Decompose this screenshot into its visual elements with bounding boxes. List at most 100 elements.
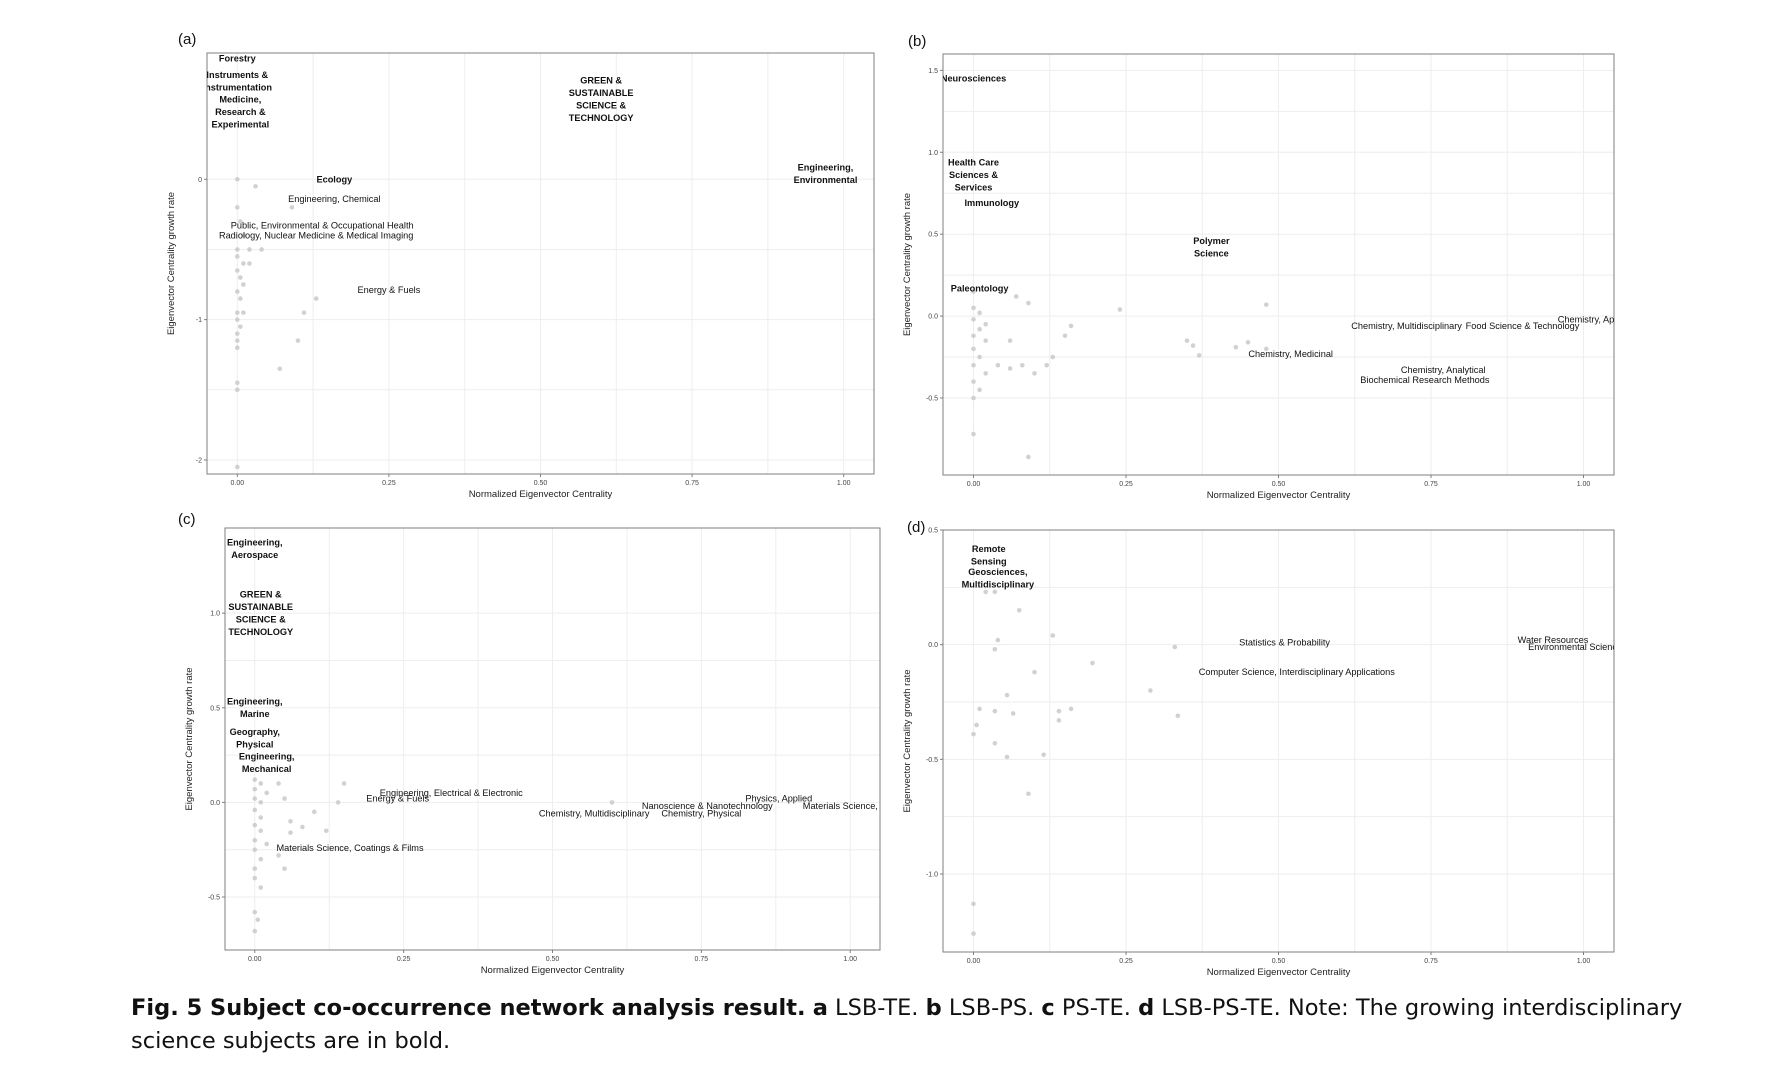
data-point [971, 305, 976, 311]
data-label: Nanoscience & Nanotechnology [642, 801, 773, 811]
data-point [1007, 338, 1013, 343]
data-label: Public, Environmental & Occupational Hea… [231, 221, 414, 231]
caption-a-letter: a [812, 995, 828, 1021]
data-point [1184, 338, 1190, 343]
data-point [971, 333, 976, 339]
data-label: Immunology [964, 198, 1020, 208]
data-label: Polymer Science [1193, 236, 1230, 259]
data-point [238, 219, 243, 224]
data-point [1245, 340, 1251, 345]
data-point [235, 345, 240, 351]
x-tick-label: 0.00 [967, 958, 981, 965]
panel-letter: (d) [907, 519, 925, 536]
data-label: Water Resources [1518, 635, 1589, 645]
y-axis-title: Eigenvector Centrality growth rate [166, 192, 177, 335]
data-point [992, 646, 998, 652]
data-label: Food Science & Technology [1466, 321, 1580, 331]
data-point [992, 740, 998, 746]
data-point [971, 731, 976, 737]
data-label: Radiology, Nuclear Medicine & Medical Im… [219, 230, 413, 240]
data-point [235, 380, 240, 386]
x-tick-label: 1.00 [1577, 958, 1591, 965]
x-tick-label: 0.25 [1119, 958, 1133, 965]
data-point [235, 464, 240, 470]
data-point [977, 354, 982, 360]
data-point [235, 338, 240, 343]
y-tick-label: -1 [196, 317, 202, 324]
data-point [313, 296, 319, 301]
data-label: Engineering, Mechanical [239, 751, 295, 774]
data-point [1004, 754, 1010, 760]
data-label: Remote Sensing [971, 544, 1007, 567]
data-point [1062, 333, 1068, 339]
data-point [323, 828, 329, 834]
data-point [983, 338, 988, 343]
y-tick-label: -0.5 [926, 757, 938, 764]
x-tick-label: 0.50 [1272, 958, 1286, 965]
data-point [974, 722, 979, 728]
data-point [1032, 371, 1037, 376]
data-point [1068, 706, 1074, 712]
panel-d-chart: (d) 0.00 0.25 0.50 0.75 1.00 -1.0 -0.5 0.0 0.5 Nor… [902, 519, 1627, 978]
data-label: Engineering, Environmental [794, 162, 858, 185]
data-label: Engineering, Electrical & Electronic [380, 788, 523, 798]
y-tick-label: -1.0 [926, 872, 938, 879]
data-label: Biochemical Research Methods [1360, 375, 1490, 385]
x-axis-title: Normalized Eigenvector Centrality [1207, 490, 1351, 501]
caption-d-text: LSB-PS-TE. Note: The growing interdiscip… [131, 995, 1683, 1054]
data-label: Chemistry, Multidisciplinary [539, 809, 650, 819]
data-point [983, 589, 988, 595]
caption-a-text: LSB-TE. [835, 995, 919, 1021]
y-tick-label: 0.5 [928, 232, 938, 239]
y-tick-label: 0.5 [928, 528, 938, 535]
data-point [1090, 660, 1095, 666]
data-label: Energy & Fuels [366, 794, 429, 804]
y-axis-title: Eigenvector Centrality growth rate [184, 667, 195, 810]
panel-letter: (b) [908, 33, 926, 50]
data-point [1117, 307, 1123, 312]
data-point [258, 781, 264, 786]
data-point [235, 310, 240, 315]
y-tick-label: 0.0 [928, 642, 938, 649]
data-point [252, 866, 258, 871]
x-axis-title: Normalized Eigenvector Centrality [469, 489, 613, 500]
data-point [235, 289, 240, 294]
data-point [971, 346, 976, 352]
data-point [992, 708, 998, 714]
data-point [252, 796, 258, 801]
data-point [977, 387, 982, 393]
data-point [312, 809, 317, 815]
data-label: Engineering, Marine [227, 697, 283, 720]
data-point [276, 781, 281, 786]
y-tick-label: 1.5 [928, 68, 938, 75]
data-label: Paleontology [951, 283, 1010, 293]
panel-c-chart: (c) 0.00 0.25 0.50 0.75 1.00 -0.5 0.0 0.5 1.0 Norm… [178, 511, 893, 976]
y-tick-label: 1.0 [210, 611, 220, 618]
x-tick-label: 0.75 [695, 956, 709, 963]
data-point [1264, 346, 1269, 352]
data-point [258, 815, 264, 820]
data-label: Ecology [316, 174, 353, 184]
data-point [295, 338, 301, 343]
data-point [992, 589, 998, 595]
plot-area: Neurosciences Health Care Sciences & Servic… [943, 74, 1614, 460]
data-point [1264, 302, 1269, 307]
data-point [235, 317, 240, 322]
data-label: Materials Science, Multidisciplinary [803, 801, 893, 811]
data-point [241, 282, 246, 287]
data-point [301, 310, 307, 315]
data-point [995, 637, 1001, 643]
data-point [241, 310, 246, 315]
x-tick-label: 0.50 [1272, 481, 1286, 488]
data-label: Chemistry, Analytical [1401, 365, 1486, 375]
panel-letter: (a) [178, 31, 196, 48]
data-label: Environmental Sciences [1528, 642, 1627, 652]
y-tick-label: -0.5 [208, 895, 220, 902]
data-point [1068, 323, 1074, 329]
data-point [252, 807, 258, 813]
data-point [238, 275, 243, 280]
data-point [235, 331, 240, 336]
y-tick-label: 0.5 [210, 705, 220, 712]
data-point [971, 317, 976, 322]
